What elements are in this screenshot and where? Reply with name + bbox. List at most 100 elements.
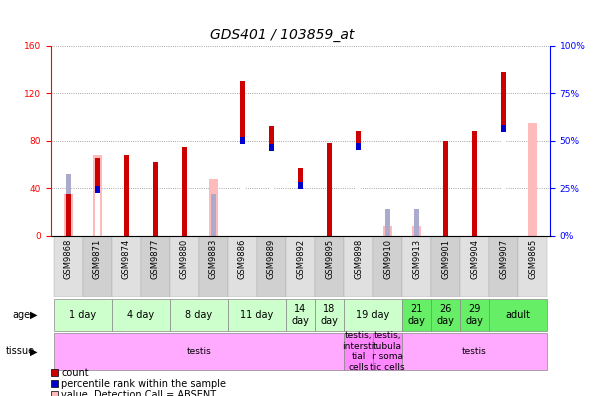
Bar bbox=[54, 236, 83, 297]
Text: 11 day: 11 day bbox=[240, 310, 273, 320]
Bar bbox=[95, 186, 100, 236]
Bar bbox=[315, 299, 344, 331]
Bar bbox=[402, 333, 547, 369]
Bar bbox=[95, 186, 100, 236]
Bar bbox=[443, 141, 448, 236]
Text: GSM9874: GSM9874 bbox=[122, 239, 131, 279]
Bar bbox=[489, 299, 547, 331]
Bar bbox=[209, 179, 218, 236]
Text: tissue: tissue bbox=[6, 346, 35, 356]
Text: GSM9883: GSM9883 bbox=[209, 239, 218, 279]
Bar bbox=[66, 174, 71, 236]
Bar bbox=[356, 143, 361, 236]
Bar bbox=[501, 132, 507, 236]
Bar bbox=[286, 299, 315, 331]
Text: ▶: ▶ bbox=[30, 310, 37, 320]
Bar bbox=[402, 236, 431, 297]
Bar bbox=[518, 236, 547, 297]
Text: GSM9898: GSM9898 bbox=[354, 239, 363, 279]
Text: adult: adult bbox=[505, 310, 531, 320]
Text: GSM9889: GSM9889 bbox=[267, 239, 276, 279]
Bar bbox=[153, 162, 158, 236]
Text: 19 day: 19 day bbox=[356, 310, 389, 320]
Text: GSM9913: GSM9913 bbox=[412, 239, 421, 279]
Bar bbox=[240, 81, 245, 236]
Text: GSM9910: GSM9910 bbox=[383, 239, 392, 279]
Text: 1 day: 1 day bbox=[70, 310, 97, 320]
Bar bbox=[431, 236, 460, 297]
Bar bbox=[211, 194, 216, 236]
Bar bbox=[356, 131, 361, 236]
Bar bbox=[501, 125, 506, 236]
Bar bbox=[528, 123, 537, 236]
Text: GSM9868: GSM9868 bbox=[64, 239, 73, 279]
Bar bbox=[344, 236, 373, 297]
Bar bbox=[298, 182, 303, 236]
Text: 29
day: 29 day bbox=[466, 304, 483, 326]
Bar bbox=[269, 144, 274, 236]
Text: testis: testis bbox=[187, 347, 212, 356]
Bar bbox=[344, 333, 373, 369]
Bar bbox=[414, 209, 419, 236]
Bar bbox=[383, 226, 392, 236]
Bar bbox=[269, 126, 274, 236]
Bar bbox=[124, 155, 129, 236]
Bar bbox=[240, 137, 245, 236]
Bar bbox=[460, 299, 489, 331]
Bar bbox=[385, 209, 390, 236]
Text: percentile rank within the sample: percentile rank within the sample bbox=[61, 379, 227, 389]
Bar bbox=[182, 147, 187, 236]
Bar bbox=[402, 299, 431, 331]
Bar bbox=[297, 189, 304, 236]
Bar bbox=[286, 236, 315, 297]
Bar bbox=[373, 333, 402, 369]
Text: ▶: ▶ bbox=[30, 346, 37, 356]
Text: GSM9907: GSM9907 bbox=[499, 239, 508, 279]
Text: GSM9865: GSM9865 bbox=[528, 239, 537, 279]
Bar bbox=[141, 236, 170, 297]
Bar bbox=[489, 236, 518, 297]
Bar bbox=[94, 193, 100, 236]
Text: 4 day: 4 day bbox=[127, 310, 154, 320]
Text: 8 day: 8 day bbox=[186, 310, 213, 320]
Bar bbox=[83, 236, 112, 297]
Text: 14
day: 14 day bbox=[291, 304, 310, 326]
Bar bbox=[356, 150, 361, 236]
Text: testis: testis bbox=[462, 347, 487, 356]
Bar bbox=[257, 236, 286, 297]
Bar bbox=[170, 236, 199, 297]
Bar bbox=[54, 333, 344, 369]
Text: GSM9904: GSM9904 bbox=[470, 239, 479, 279]
Bar bbox=[66, 194, 71, 236]
Text: GSM9895: GSM9895 bbox=[325, 239, 334, 279]
Bar bbox=[95, 158, 100, 236]
Bar bbox=[431, 299, 460, 331]
Bar bbox=[54, 299, 112, 331]
Text: value, Detection Call = ABSENT: value, Detection Call = ABSENT bbox=[61, 390, 216, 396]
Text: GSM9892: GSM9892 bbox=[296, 239, 305, 279]
Bar bbox=[93, 155, 102, 236]
Bar bbox=[64, 194, 73, 236]
Bar bbox=[240, 144, 245, 236]
Text: 21
day: 21 day bbox=[407, 304, 426, 326]
Bar bbox=[315, 236, 344, 297]
Bar bbox=[327, 143, 332, 236]
Text: count: count bbox=[61, 367, 89, 378]
Bar bbox=[228, 299, 286, 331]
Text: 26
day: 26 day bbox=[436, 304, 454, 326]
Bar bbox=[112, 236, 141, 297]
Text: testis,
tubula
r soma
tic cells: testis, tubula r soma tic cells bbox=[370, 331, 405, 371]
Bar bbox=[170, 299, 228, 331]
Text: testis,
intersti
tial
cells: testis, intersti tial cells bbox=[343, 331, 374, 371]
Bar bbox=[373, 236, 402, 297]
Text: GSM9901: GSM9901 bbox=[441, 239, 450, 279]
Bar bbox=[472, 131, 477, 236]
Text: 18
day: 18 day bbox=[320, 304, 338, 326]
Bar bbox=[460, 236, 489, 297]
Text: age: age bbox=[12, 310, 30, 320]
Text: GSM9871: GSM9871 bbox=[93, 239, 102, 279]
Text: GDS401 / 103859_at: GDS401 / 103859_at bbox=[210, 28, 355, 42]
Bar bbox=[501, 72, 506, 236]
Bar bbox=[228, 236, 257, 297]
Bar bbox=[344, 299, 402, 331]
